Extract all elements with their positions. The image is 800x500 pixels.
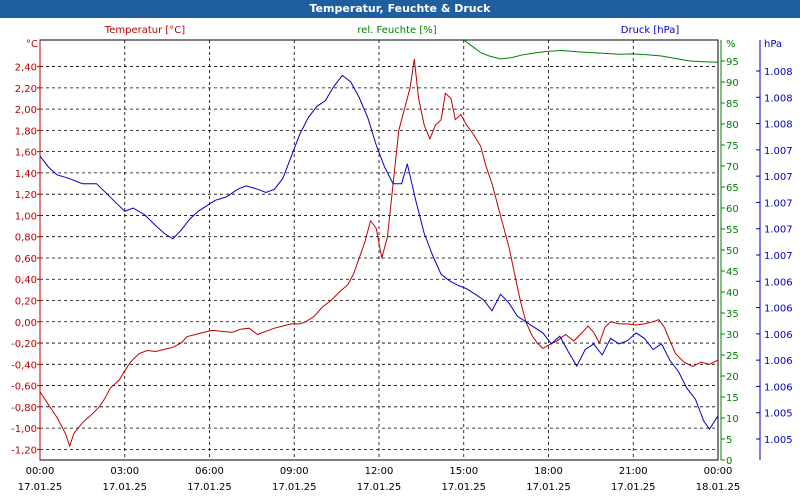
temperature-tick-label: 1,40 — [15, 169, 37, 180]
humidity-tick-label: 35 — [726, 309, 739, 320]
pressure-tick-label: 1.005 — [764, 409, 793, 420]
pressure-tick-label: 1.008 — [764, 120, 793, 131]
x-tick-date: 17.01.25 — [102, 482, 147, 493]
grid — [39, 39, 719, 461]
temperature-tick-label: -1,00 — [11, 424, 37, 435]
series-line-pressure — [39, 74, 719, 430]
pressure-tick-label: 1.007 — [764, 146, 793, 157]
x-tick-date: 17.01.25 — [18, 482, 63, 493]
legend-humidity: rel. Feuchte [%] — [357, 25, 436, 36]
chart-title-bar: Temperatur, Feuchte & Druck — [0, 0, 800, 18]
pressure-tick-label: 1.007 — [764, 251, 793, 262]
humidity-tick-label: 70 — [726, 162, 739, 173]
temperature-tick-label: 0,20 — [15, 297, 37, 308]
temperature-tick-label: 2,00 — [15, 105, 37, 116]
pressure-tick-label: 1.006 — [764, 356, 793, 367]
humidity-tick-label: 65 — [726, 183, 739, 194]
legend: Temperatur [°C] rel. Feuchte [%] Druck [… — [104, 25, 680, 36]
humidity-tick-label: 45 — [726, 267, 739, 278]
humidity-tick-label: 15 — [726, 393, 739, 404]
pressure-unit-label: hPa — [764, 39, 782, 50]
x-tick-time: 06:00 — [195, 466, 224, 477]
x-tick-time: 09:00 — [280, 466, 309, 477]
temperature-tick-label: 1,80 — [15, 126, 37, 137]
x-tick-date: 17.01.25 — [187, 482, 232, 493]
series-line-temperature — [39, 59, 719, 448]
humidity-unit-label: % — [726, 39, 736, 50]
axis-unit-labels: °C % hPa — [26, 39, 782, 50]
temperature-tick-label: 0,00 — [15, 318, 37, 329]
x-tick-time: 21:00 — [619, 466, 648, 477]
pressure-tick-label: 1.007 — [764, 198, 793, 209]
humidity-tick-label: 0 — [726, 456, 732, 467]
humidity-tick-label: 30 — [726, 330, 739, 341]
x-tick-date: 18.01.25 — [696, 482, 741, 493]
pressure-tick-label: 1.006 — [764, 304, 793, 315]
pressure-tick-label: 1.007 — [764, 225, 793, 236]
temperature-tick-label: 2,20 — [15, 84, 37, 95]
x-tick-time: 00:00 — [26, 466, 55, 477]
pressure-tick-label: 1.008 — [764, 93, 793, 104]
pressure-tick-label: 1.005 — [764, 435, 793, 446]
temperature-unit-label: °C — [26, 39, 38, 50]
humidity-tick-label: 85 — [726, 99, 739, 110]
series-lines — [39, 39, 719, 448]
pressure-tick-label: 1.006 — [764, 382, 793, 393]
x-tick-time: 15:00 — [449, 466, 478, 477]
humidity-tick-label: 75 — [726, 141, 739, 152]
chart-title: Temperatur, Feuchte & Druck — [309, 2, 491, 15]
legend-temperature: Temperatur [°C] — [104, 25, 185, 36]
pressure-tick-label: 1.007 — [764, 172, 793, 183]
humidity-tick-label: 10 — [726, 414, 739, 425]
temperature-tick-label: -1,20 — [11, 445, 37, 456]
temperature-tick-label: -0,20 — [11, 339, 37, 350]
temperature-tick-label: 2,40 — [15, 63, 37, 74]
humidity-tick-label: 95 — [726, 57, 739, 68]
x-tick-time: 18:00 — [534, 466, 563, 477]
humidity-tick-label: 55 — [726, 225, 739, 236]
humidity-tick-label: 80 — [726, 120, 739, 131]
series-line-humidity — [463, 39, 719, 63]
temperature-tick-label: 0,60 — [15, 254, 37, 265]
x-tick-date: 17.01.25 — [441, 482, 486, 493]
temperature-tick-label: -0,60 — [11, 382, 37, 393]
humidity-tick-label: 40 — [726, 288, 739, 299]
humidity-tick-label: 50 — [726, 246, 739, 257]
temperature-tick-label: -0,40 — [11, 360, 37, 371]
humidity-tick-label: 60 — [726, 204, 739, 215]
temperature-tick-label: 1,60 — [15, 148, 37, 159]
legend-pressure: Druck [hPa] — [621, 25, 680, 36]
pressure-tick-label: 1.008 — [764, 67, 793, 78]
temperature-tick-label: -0,80 — [11, 403, 37, 414]
humidity-tick-label: 20 — [726, 372, 739, 383]
pressure-tick-label: 1.006 — [764, 330, 793, 341]
x-tick-date: 17.01.25 — [272, 482, 317, 493]
x-tick-time: 00:00 — [704, 466, 733, 477]
pressure-tick-label: 1.006 — [764, 277, 793, 288]
humidity-tick-label: 5 — [726, 435, 732, 446]
x-tick-date: 17.01.25 — [526, 482, 571, 493]
temperature-tick-label: 1,20 — [15, 190, 37, 201]
x-tick-time: 12:00 — [365, 466, 394, 477]
chart-svg: 00:00 17.01.25 03:00 17.01.25 06:00 17.01.25 0… — [11, 25, 793, 493]
x-tick-time: 03:00 — [110, 466, 139, 477]
temperature-tick-label: 0,80 — [15, 233, 37, 244]
temperature-tick-label: 1,00 — [15, 211, 37, 222]
x-tick-date: 17.01.25 — [357, 482, 402, 493]
humidity-tick-label: 25 — [726, 351, 739, 362]
humidity-tick-label: 90 — [726, 78, 739, 89]
temperature-tick-label: 0,40 — [15, 275, 37, 286]
axes: 00:00 17.01.25 03:00 17.01.25 06:00 17.01.25 0… — [11, 40, 793, 493]
x-tick-date: 17.01.25 — [611, 482, 656, 493]
